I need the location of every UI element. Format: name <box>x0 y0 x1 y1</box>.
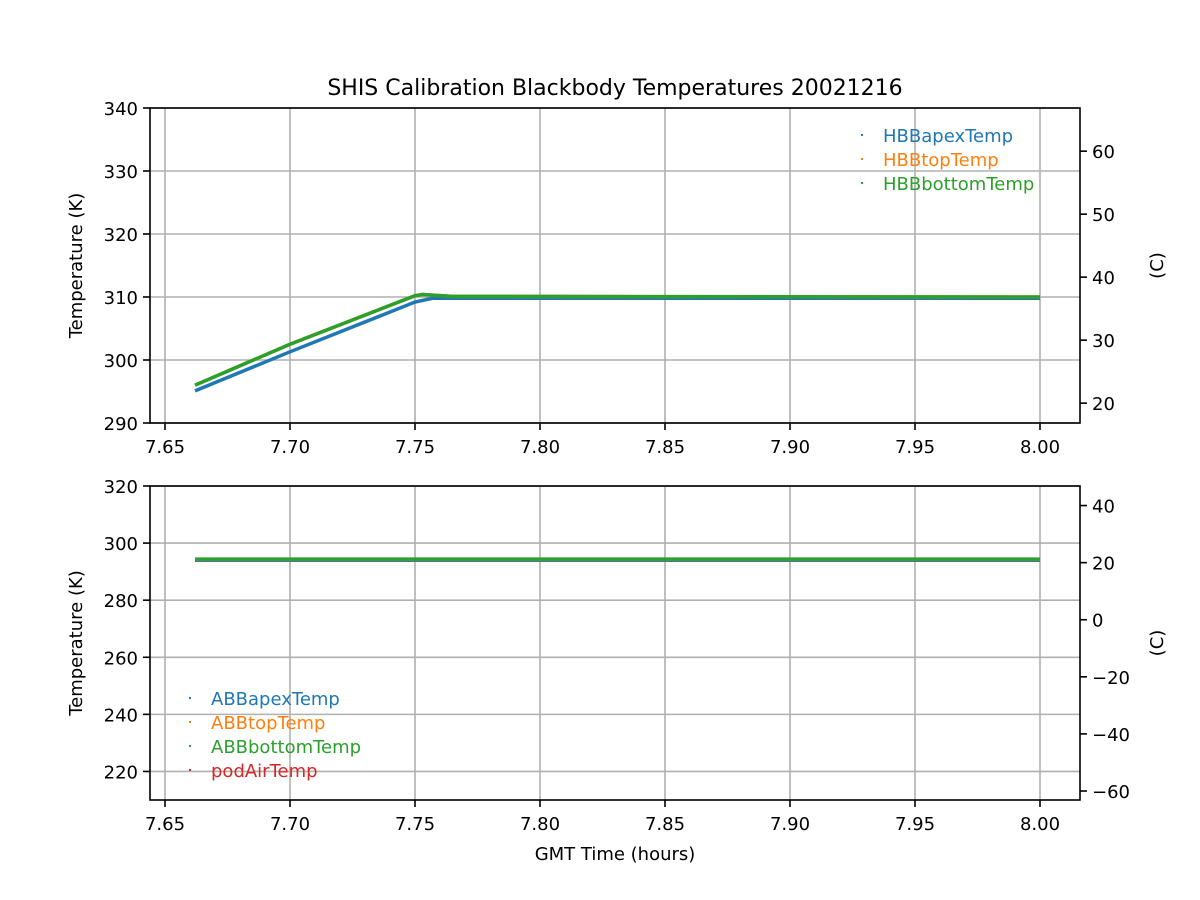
y-tick-label: 290 <box>104 414 138 435</box>
x-axis-label: GMT Time (hours) <box>535 844 696 865</box>
y-tick-label: 340 <box>104 99 138 120</box>
y2-tick-label: 20 <box>1092 394 1115 415</box>
x-tick-label: 8.00 <box>1020 437 1060 458</box>
legend-label: HBBtopTemp <box>883 150 999 171</box>
x-tick-label: 8.00 <box>1020 814 1060 835</box>
legend-marker <box>189 745 191 747</box>
legend-label: HBBbottomTemp <box>883 174 1034 195</box>
y-tick-label: 300 <box>104 534 138 555</box>
x-tick-label: 7.85 <box>645 437 685 458</box>
y2-tick-label: −60 <box>1092 782 1130 803</box>
legend-label: podAirTemp <box>211 761 318 782</box>
x-tick-label: 7.65 <box>145 814 185 835</box>
y2-tick-label: 0 <box>1092 611 1103 632</box>
y-axis-label: Temperature (K) <box>66 570 87 717</box>
legend-marker <box>861 182 863 184</box>
axes-frame <box>149 485 1081 801</box>
y-tick-label: 330 <box>104 162 138 183</box>
y-tick-label: 260 <box>104 648 138 669</box>
legend-label: ABBapexTemp <box>211 689 340 710</box>
y-tick-label: 220 <box>104 762 138 783</box>
x-tick-label: 7.75 <box>395 437 435 458</box>
x-tick-label: 7.90 <box>770 437 810 458</box>
y-tick-label: 320 <box>104 477 138 498</box>
x-tick-label: 7.95 <box>895 814 935 835</box>
y-tick-label: 300 <box>104 351 138 372</box>
series-HBBapexTemp <box>194 296 1040 393</box>
y2-tick-label: 50 <box>1092 205 1115 226</box>
y-axis-label: Temperature (K) <box>66 193 87 340</box>
legend: HBBapexTemp HBBtopTemp HBBbottomTemp <box>861 126 1034 195</box>
x-tick-label: 7.80 <box>520 437 560 458</box>
x-tick-label: 7.70 <box>270 814 310 835</box>
y-tick-label: 310 <box>104 288 138 309</box>
plot-2: 7.65 7.70 7.75 7.80 7.85 7.90 7.95 8.00 220 240 26… <box>66 477 1168 865</box>
legend-marker <box>861 134 863 136</box>
y2-tick-label: −40 <box>1092 725 1130 746</box>
legend-marker <box>189 697 191 699</box>
y2-tick-label: 30 <box>1092 331 1115 352</box>
y2-tick-label: 40 <box>1092 497 1115 518</box>
y2-tick-label: 40 <box>1092 268 1115 289</box>
y-tick-label: 320 <box>104 225 138 246</box>
legend-marker <box>861 158 863 160</box>
legend-marker <box>189 721 191 723</box>
y2-tick-label: 60 <box>1092 142 1115 163</box>
chart-title: SHIS Calibration Blackbody Temperatures … <box>327 76 902 101</box>
y-tick-label: 280 <box>104 591 138 612</box>
axes-frame <box>149 107 1081 424</box>
x-tick-label: 7.95 <box>895 437 935 458</box>
y-tick-label: 240 <box>104 705 138 726</box>
y2-tick-label: −20 <box>1092 668 1130 689</box>
y2-axis-label: (C) <box>1147 630 1168 657</box>
y2-tick-label: 20 <box>1092 554 1115 575</box>
legend: ABBapexTemp ABBtopTemp ABBbottomTemp podAir… <box>189 689 361 782</box>
legend-label: ABBbottomTemp <box>211 737 361 758</box>
y2-axis-label: (C) <box>1147 252 1168 279</box>
plot-1: 7.65 7.70 7.75 7.80 7.85 7.90 7.95 8.00 290 300 31… <box>66 99 1168 458</box>
legend-label: HBBapexTemp <box>883 126 1013 147</box>
x-tick-label: 7.90 <box>770 814 810 835</box>
legend-marker <box>189 769 191 771</box>
x-tick-label: 7.80 <box>520 814 560 835</box>
x-tick-label: 7.85 <box>645 814 685 835</box>
x-tick-label: 7.65 <box>145 437 185 458</box>
legend-label: ABBtopTemp <box>211 713 325 734</box>
x-tick-label: 7.70 <box>270 437 310 458</box>
x-tick-label: 7.75 <box>395 814 435 835</box>
series-HBBbottomTemp <box>194 292 1041 387</box>
